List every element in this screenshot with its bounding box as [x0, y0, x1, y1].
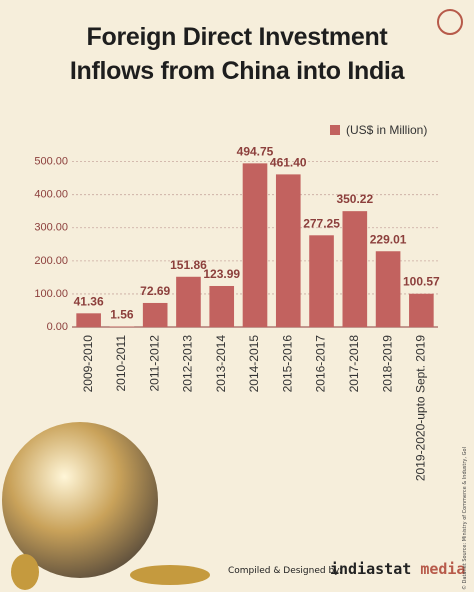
value-label: 494.75: [237, 144, 274, 158]
x-tick-label: 2016-2017: [314, 335, 328, 393]
x-tick-label: 2010-2011: [114, 335, 128, 392]
source: © Datanet Source: Ministry of Commerce &…: [462, 447, 468, 590]
bar: [309, 235, 334, 327]
y-tick-label: 200.00: [34, 255, 68, 267]
bar: [242, 163, 268, 327]
value-label: 100.57: [403, 275, 440, 289]
x-tick-label: 2011-2012: [147, 335, 161, 392]
x-tick-label: 2014-2015: [247, 335, 261, 393]
value-label: 277.25: [303, 216, 340, 230]
logo-icon: [437, 9, 463, 35]
bar: [375, 251, 401, 327]
y-tick-label: 0.00: [47, 321, 68, 333]
x-tick-label: 2017-2018: [347, 335, 361, 393]
x-tick-label: 2015-2016: [280, 335, 294, 393]
bar: [409, 293, 434, 327]
x-tick-label: 2019-2020-upto Sept. 2019: [414, 335, 428, 481]
chart-title: Foreign Direct Investment Inflows from C…: [69, 23, 405, 85]
value-label: 123.99: [203, 267, 240, 281]
globe-decoration: [2, 422, 158, 578]
value-label: 229.01: [370, 232, 407, 246]
x-tick-label: 2012-2013: [181, 335, 195, 393]
brand: indiastat: [330, 560, 412, 578]
value-label: 41.36: [74, 294, 104, 308]
y-tick-label: 400.00: [34, 189, 68, 201]
bar: [209, 285, 235, 327]
bar: [275, 174, 301, 327]
coins-decoration: [11, 554, 39, 590]
bar: [176, 276, 201, 327]
x-tick-label: 2013-2014: [214, 335, 228, 393]
y-tick-label: 500.00: [34, 156, 68, 168]
legend-label: (US$ in Million): [346, 123, 427, 137]
y-tick-label: 100.00: [34, 288, 68, 300]
bar: [76, 313, 101, 327]
value-label: 151.86: [170, 258, 207, 272]
legend-swatch: [330, 125, 340, 135]
x-tick-label: 2009-2010: [81, 335, 95, 393]
brand-suffix: media: [420, 560, 466, 578]
bar: [142, 302, 168, 327]
brand-logo: indiastat media: [330, 560, 465, 578]
bar: [342, 211, 368, 327]
bar: [109, 326, 135, 327]
value-label: 461.40: [270, 155, 307, 169]
credit: Compiled & Designed by:: [228, 566, 342, 576]
value-label: 72.69: [140, 284, 170, 298]
value-label: 350.22: [336, 192, 373, 206]
x-tick-label: 2018-2019: [380, 335, 394, 393]
value-label: 1.56: [110, 307, 134, 321]
y-tick-label: 300.00: [34, 222, 68, 234]
coins-decoration: [130, 565, 210, 585]
